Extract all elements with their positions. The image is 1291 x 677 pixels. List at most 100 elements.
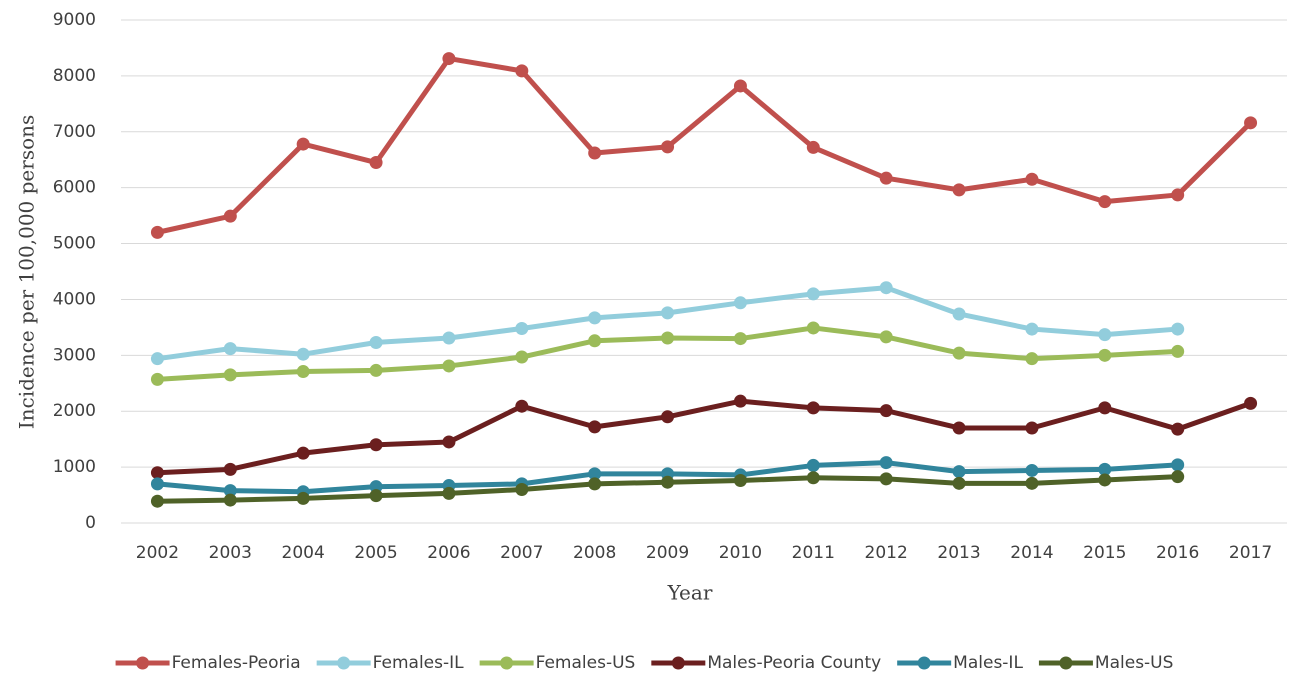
data-point (150, 494, 164, 508)
x-axis-label: Year (667, 581, 713, 605)
data-point (1025, 172, 1039, 186)
data-point (1171, 344, 1185, 358)
x-tick-label: 2005 (354, 543, 397, 563)
data-point (952, 476, 966, 490)
y-tick-label: 5000 (53, 234, 96, 254)
data-point (515, 350, 529, 364)
data-point (369, 363, 383, 377)
data-point (661, 475, 675, 489)
data-point (369, 480, 383, 494)
legend-marker (917, 656, 931, 670)
x-tick-label: 2008 (573, 543, 616, 563)
data-point (661, 410, 675, 424)
x-tick-label: 2015 (1083, 543, 1126, 563)
legend-label: Males-US (1095, 653, 1174, 673)
legend-item: Females-US (479, 653, 635, 673)
data-point (1025, 476, 1039, 490)
data-point (442, 486, 456, 500)
data-point (879, 456, 893, 470)
data-point (952, 307, 966, 321)
data-point (296, 347, 310, 361)
data-point (1098, 401, 1112, 415)
data-point (515, 399, 529, 413)
series-line (157, 398, 1252, 476)
x-tick-label: 2016 (1156, 543, 1199, 563)
data-point (442, 331, 456, 345)
series-line (157, 285, 1178, 362)
y-tick-label: 3000 (53, 345, 96, 365)
data-point (733, 394, 747, 408)
legend-item: Females-Peoria (115, 653, 301, 673)
data-point (806, 140, 820, 154)
y-tick-label: 1000 (53, 457, 96, 477)
data-point (588, 420, 602, 434)
data-point (150, 352, 164, 366)
data-point (223, 462, 237, 476)
data-point (733, 296, 747, 310)
y-tick-label: 2000 (53, 401, 96, 421)
data-point (150, 372, 164, 386)
data-point (879, 404, 893, 418)
data-point (369, 335, 383, 349)
legend-marker (500, 656, 514, 670)
data-point (661, 140, 675, 154)
legend-label: Males-Peoria County (707, 653, 881, 673)
data-point (733, 79, 747, 93)
data-point (661, 331, 675, 345)
data-point (223, 209, 237, 223)
data-point (296, 137, 310, 151)
data-point (806, 321, 820, 335)
data-point (150, 477, 164, 491)
series-line (156, 56, 1253, 235)
x-tick-label: 2002 (136, 543, 179, 563)
legend-label: Females-Peoria (172, 653, 301, 673)
y-tick-label: 9000 (53, 10, 96, 30)
y-tick-label: 7000 (53, 122, 96, 142)
legend-marker (337, 656, 351, 670)
data-point (1171, 470, 1185, 484)
x-tick-label: 2009 (646, 543, 689, 563)
data-point (1244, 396, 1258, 410)
data-point (879, 281, 893, 295)
data-point (223, 368, 237, 382)
data-point (442, 435, 456, 449)
data-point (515, 482, 529, 496)
x-tick-label: 2003 (209, 543, 252, 563)
data-point (806, 401, 820, 415)
x-tick-label: 2017 (1229, 543, 1272, 563)
data-point (223, 342, 237, 356)
legend-label: Males-IL (953, 653, 1023, 673)
legend-marker (1059, 656, 1073, 670)
data-point (1171, 322, 1185, 336)
data-point (661, 306, 675, 320)
data-point (1025, 421, 1039, 435)
data-point (515, 322, 529, 336)
data-point (1098, 195, 1112, 209)
data-point (1098, 348, 1112, 362)
data-point (1171, 458, 1185, 472)
data-point (1098, 473, 1112, 487)
x-tick-label: 2013 (937, 543, 980, 563)
data-point (806, 458, 820, 472)
data-point (150, 225, 164, 239)
data-point (806, 287, 820, 301)
x-tick-label: 2011 (792, 543, 835, 563)
data-point (879, 330, 893, 344)
data-point (296, 365, 310, 379)
legend-marker (136, 656, 150, 670)
data-point (733, 332, 747, 346)
data-point (588, 477, 602, 491)
data-point (952, 346, 966, 360)
legend-marker (671, 656, 685, 670)
data-point (1025, 352, 1039, 366)
data-point (952, 421, 966, 435)
data-point (442, 52, 456, 66)
y-axis-label: Incidence per 100,000 persons (15, 115, 39, 430)
legend-item: Males-IL (897, 653, 1023, 673)
data-point (588, 311, 602, 325)
data-point (1025, 463, 1039, 477)
data-point (1171, 188, 1185, 202)
data-point (1244, 116, 1258, 130)
x-tick-label: 2004 (282, 543, 325, 563)
